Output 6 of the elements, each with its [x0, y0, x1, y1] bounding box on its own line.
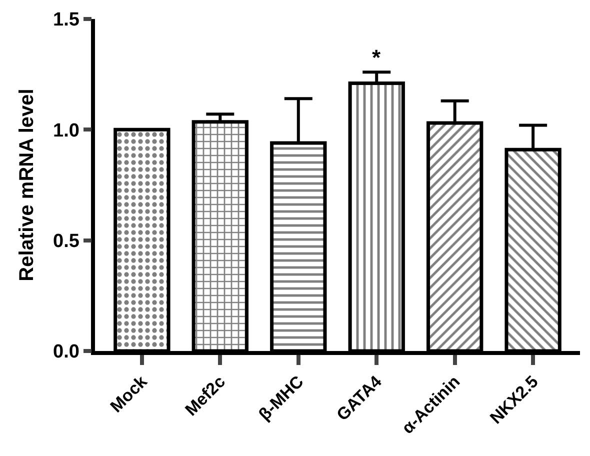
- y-tick-label: 1.5: [53, 10, 80, 31]
- y-tick-label: 0.5: [53, 230, 80, 252]
- y-tick-label: 1.0: [53, 120, 80, 142]
- y-tick-label: 0.0: [53, 342, 80, 363]
- annotation: *: [372, 45, 381, 70]
- y-axis-title: Relative mRNA level: [16, 88, 38, 282]
